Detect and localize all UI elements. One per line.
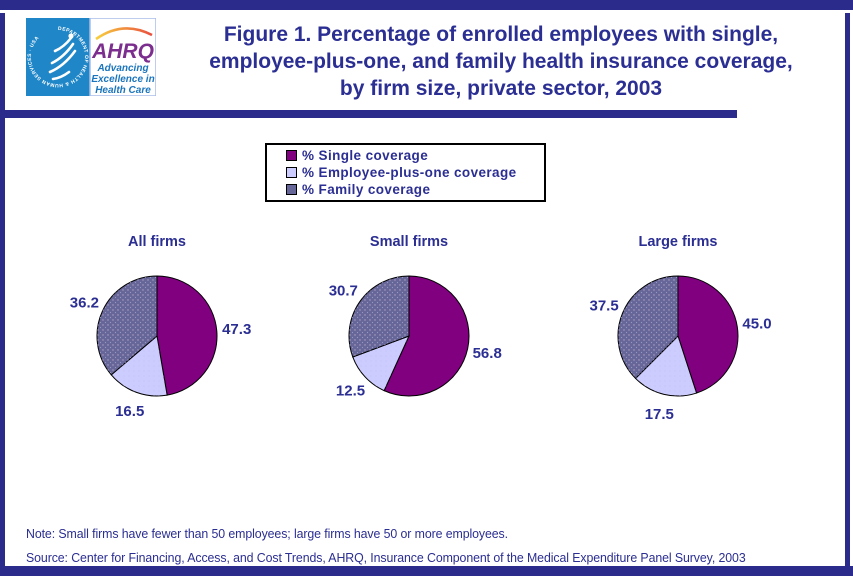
title-divider-bar [0,110,737,118]
frame-left-bar [0,13,5,566]
legend-swatch-plus-one [286,167,297,178]
pie-slice-single-coverage [156,275,218,396]
legend-label-family: % Family coverage [302,182,431,197]
pie-chart-all-firms: 47.3 16.5 36.2 [70,275,251,420]
pie-chart-small-firms: 56.8 12.5 30.7 [329,275,502,400]
note-text: Note: Small firms have fewer than 50 emp… [26,526,508,541]
ahrq-arc-icon [95,27,153,41]
pie-value-label-single-coverage: 45.0 [742,316,771,333]
pie-value-label-family-coverage: 36.2 [70,294,99,311]
pie-slice-texture [111,336,168,397]
pie-slice-texture [617,276,678,379]
pie-slice-texture [96,276,157,375]
hhs-ahrq-logo: DEPARTMENT OF HEALTH & HUMAN SERVICES · … [26,18,156,96]
pie-value-label-family-coverage: 37.5 [589,297,618,314]
pie-value-label-family-coverage: 30.7 [329,282,358,299]
pie-value-label-employee-plus-one-coverage: 16.5 [115,403,144,420]
pie-slice-texture [349,276,409,358]
pie-value-label-single-coverage: 56.8 [473,345,502,362]
legend-item-family: % Family coverage [286,181,544,198]
figure-title: Figure 1. Percentage of enrolled employe… [160,21,842,102]
pie-title-small-firms: Small firms [369,234,449,250]
hhs-eagle-icon [48,36,77,81]
pie-block-small-firms: Small firms 56.8 12.5 30.7 [284,234,534,426]
frame-bottom-bar [0,566,853,576]
hhs-eagle-head [68,33,74,39]
frame-top-bar [0,0,853,10]
pie-slice-texture [635,336,697,396]
legend-label-single: % Single coverage [302,148,429,163]
source-text: Source: Center for Financing, Access, an… [26,550,746,565]
legend-swatch-single [286,150,297,161]
pie-title-all-firms: All firms [127,234,186,250]
ahrq-tagline-line3: Health Care [95,85,151,96]
frame-right-bar [845,13,850,566]
pie-chart-large-firms: 45.0 17.5 37.5 [589,275,772,423]
pie-title-large-firms: Large firms [638,234,718,250]
pie-value-label-single-coverage: 47.3 [222,321,251,338]
pie-block-large-firms: Large firms 45.0 17.5 37.5 [553,234,803,426]
legend-item-single: % Single coverage [286,147,544,164]
ahrq-tagline-line2: Excellence in [91,74,154,85]
ahrq-acronym: AHRQ [91,40,154,63]
chart-legend: % Single coverage % Employee-plus-one co… [265,143,546,202]
ahrq-tagline-line1: Advancing [96,63,148,74]
pie-value-label-employee-plus-one-coverage: 12.5 [336,383,365,400]
legend-item-plus-one: % Employee-plus-one coverage [286,164,544,181]
pie-value-label-employee-plus-one-coverage: 17.5 [645,406,674,423]
figure-title-line2: employee-plus-one, and family health ins… [209,50,793,73]
pie-slice-single-coverage [677,275,739,394]
figure-title-line1: Figure 1. Percentage of enrolled employe… [223,23,779,46]
pie-slice-texture [352,336,409,391]
figure-title-line3: by firm size, private sector, 2003 [339,77,663,100]
legend-label-plus-one: % Employee-plus-one coverage [302,165,517,180]
pie-block-all-firms: All firms 47.3 16.5 36.2 [32,234,282,426]
hhs-seal-panel [26,18,90,96]
legend-swatch-family [286,184,297,195]
pie-slice-single-coverage [383,275,470,397]
